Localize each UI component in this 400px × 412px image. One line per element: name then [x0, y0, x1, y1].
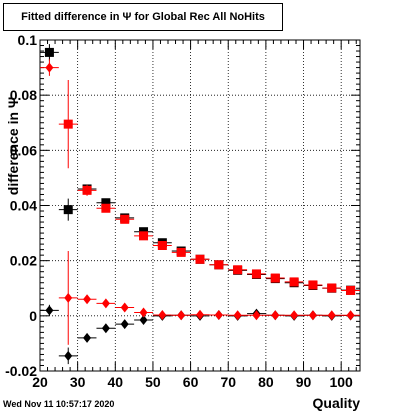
- series-1-point-2: [82, 185, 92, 195]
- x-tick-label-2: 40: [108, 374, 124, 390]
- series-1-point-3: [101, 203, 111, 213]
- series-1-point-13: [289, 277, 299, 287]
- series-2-point-2: [83, 332, 92, 343]
- series-3-point-13: [290, 310, 299, 321]
- series-3-point-7: [177, 310, 186, 321]
- series-1-point-1: [63, 119, 73, 129]
- series-1-point-10: [233, 265, 243, 275]
- series-3-point-11: [252, 310, 261, 321]
- series-3-point-12: [271, 310, 280, 321]
- series-1-point-12: [270, 273, 280, 283]
- series-1-point-9: [214, 260, 224, 270]
- series-0-point-1: [63, 205, 73, 215]
- series-3-point-5: [139, 307, 148, 318]
- y-tick-label-4: 0.06: [10, 142, 37, 158]
- y-tick-label-5: 0.08: [10, 87, 37, 103]
- series-2-point-0: [45, 305, 54, 316]
- series-3-point-3: [101, 298, 110, 309]
- series-2-point-3: [101, 323, 110, 334]
- series-1-point-14: [308, 280, 318, 290]
- series-1-point-6: [157, 240, 167, 250]
- series-3-point-14: [308, 310, 317, 321]
- series-3-point-8: [196, 309, 204, 320]
- series-1-point-8: [195, 254, 205, 264]
- series-3-point-2: [83, 294, 92, 305]
- series-0-point-0: [44, 47, 54, 57]
- series-2-point-1: [64, 350, 73, 361]
- x-tick-label-8: 100: [329, 374, 353, 390]
- series-1-point-7: [176, 247, 186, 257]
- x-tick-label-7: 90: [296, 374, 312, 390]
- series-3-point-0: [45, 62, 54, 73]
- x-tick-label-4: 60: [183, 374, 199, 390]
- series-2-point-4: [120, 319, 129, 330]
- chart-title: Fitted difference in Ψ for Global Rec Al…: [3, 3, 283, 31]
- series-1-point-16: [346, 285, 356, 295]
- y-tick-label-3: 0.04: [10, 198, 37, 214]
- x-axis-label: Quality: [312, 395, 360, 411]
- timestamp: Wed Nov 11 10:57:17 2020: [3, 399, 115, 409]
- x-tick-label-1: 30: [70, 374, 86, 390]
- series-2-point-5: [139, 314, 148, 325]
- y-tick-label-6: 0.1: [18, 32, 38, 48]
- series-3-point-6: [158, 310, 167, 321]
- series-1-point-11: [251, 269, 261, 279]
- y-tick-label-1: 0: [29, 308, 37, 324]
- x-tick-label-0: 20: [32, 374, 48, 390]
- series-0-point-3: [101, 198, 111, 208]
- series-1-point-5: [139, 231, 149, 241]
- x-tick-label-6: 80: [258, 374, 274, 390]
- series-3-point-10: [233, 310, 242, 321]
- x-tick-label-5: 70: [220, 374, 236, 390]
- series-1-point-15: [327, 283, 337, 293]
- series-3-point-4: [120, 302, 129, 313]
- x-tick-label-3: 50: [145, 374, 161, 390]
- series-1-point-4: [120, 214, 130, 224]
- series-3-point-1: [64, 292, 73, 303]
- series-3-point-9: [214, 310, 223, 321]
- y-axis-label: difference in Ψ: [5, 96, 21, 196]
- series-3-point-16: [346, 310, 355, 321]
- series-3-point-15: [327, 310, 336, 321]
- y-tick-label-0: -0.02: [5, 363, 37, 379]
- y-tick-label-2: 0.02: [10, 253, 37, 269]
